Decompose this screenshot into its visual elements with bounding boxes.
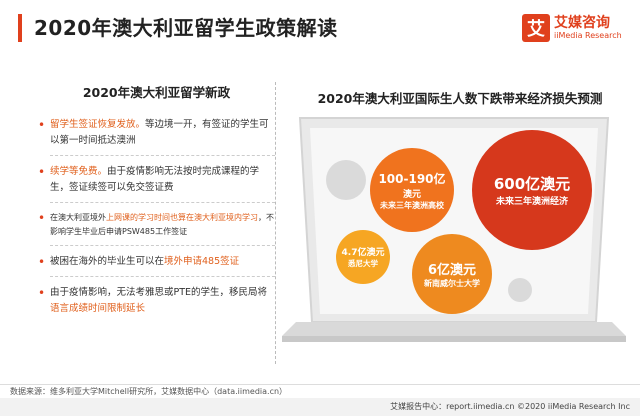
bullet-icon: • bbox=[38, 286, 46, 300]
policy-prefix: 被困在海外的毕业生可以在 bbox=[50, 256, 165, 267]
policy-highlight: 续学等免费。 bbox=[50, 166, 108, 177]
policy-item: • 被困在海外的毕业生可以在境外申请485签证 bbox=[38, 254, 275, 270]
policy-highlight: 语言成绩时间限制延长 bbox=[50, 303, 146, 314]
policy-item: • 续学等免费。由于疫情影响无法按时完成课程的学生，签证续签可以免交签证费 bbox=[38, 164, 275, 196]
loss-chart-title: 2020年澳大利亚国际生人数下跌带来经济损失预测 bbox=[317, 91, 603, 106]
policy-list: • 留学生签证恢复发放。等边境一开，有签证的学生可以第一时间抵达澳洲 • 续学等… bbox=[38, 117, 275, 317]
title-accent-bar bbox=[18, 14, 22, 42]
bullet-icon: • bbox=[38, 118, 46, 132]
decor-dot bbox=[326, 160, 366, 200]
footer-text: 艾媒报告中心：report.iimedia.cn ©2020 iiMedia R… bbox=[390, 402, 630, 411]
policy-text: ，不影响学生毕业后申请PSW485工作签证 bbox=[50, 213, 274, 236]
bullet-icon: • bbox=[38, 165, 46, 179]
bullet-icon: • bbox=[38, 211, 46, 225]
logo-name-en: iiMedia Research bbox=[554, 31, 622, 40]
policy-highlight: 境外申请485签证 bbox=[164, 256, 240, 267]
policy-panel: 2020年澳大利亚留学新政 • 留学生签证恢复发放。等边境一开，有签证的学生可以… bbox=[38, 82, 276, 364]
divider bbox=[50, 276, 275, 277]
logo-name-cn: 艾媒咨询 bbox=[554, 15, 610, 31]
policy-highlight: 上网课的学习时间也算在澳大利亚境内学习 bbox=[106, 213, 258, 222]
policy-text: 由于疫情影响无法按时完成课程的学生，签证续签可以免交签证费 bbox=[50, 166, 260, 193]
policy-item: • 由于疫情影响，无法考雅思或PTE的学生，移民局将语言成绩时间限制延长 bbox=[38, 285, 275, 317]
footer-divider bbox=[0, 384, 640, 385]
data-source: 数据来源：维多利亚大学Mitchell研究所，艾媒数据中心（data.iimed… bbox=[10, 387, 288, 396]
bubble-economy: 600亿澳元 未来三年澳洲经济 bbox=[472, 130, 592, 250]
divider bbox=[50, 202, 275, 203]
decor-dot bbox=[508, 278, 532, 302]
divider bbox=[50, 245, 275, 246]
brand-logo: 艾 艾媒咨询 iiMedia Research bbox=[522, 14, 622, 42]
page-title: 2020年澳大利亚留学生政策解读 bbox=[34, 16, 338, 40]
footer-bar: 艾媒报告中心：report.iimedia.cn ©2020 iiMedia R… bbox=[0, 398, 640, 416]
policy-text: 等边境一开，有签证的学生可以第一时间抵达澳洲 bbox=[50, 119, 269, 146]
logo-text: 艾媒咨询 iiMedia Research bbox=[554, 15, 622, 41]
policy-prefix: 由于疫情影响，无法考雅思或PTE的学生，移民局将 bbox=[50, 287, 268, 298]
policy-panel-title: 2020年澳大利亚留学新政 bbox=[82, 85, 231, 100]
bullet-icon: • bbox=[38, 255, 46, 269]
bubble-universities: 100-190亿 澳元 未来三年澳洲高校 bbox=[370, 148, 454, 232]
policy-item: • 留学生签证恢复发放。等边境一开，有签证的学生可以第一时间抵达澳洲 bbox=[38, 117, 275, 149]
policy-item: • 在澳大利亚境外上网课的学习时间也算在澳大利亚境内学习，不影响学生毕业后申请P… bbox=[38, 211, 275, 239]
bubble-sydney: 4.7亿澳元 悉尼大学 bbox=[336, 230, 390, 284]
divider bbox=[50, 155, 275, 156]
policy-highlight: 留学生签证恢复发放。 bbox=[50, 119, 146, 130]
bubble-unsw: 6亿澳元 新南威尔士大学 bbox=[412, 234, 492, 314]
policy-prefix: 在澳大利亚境外 bbox=[50, 213, 106, 222]
logo-mark: 艾 bbox=[522, 14, 550, 42]
